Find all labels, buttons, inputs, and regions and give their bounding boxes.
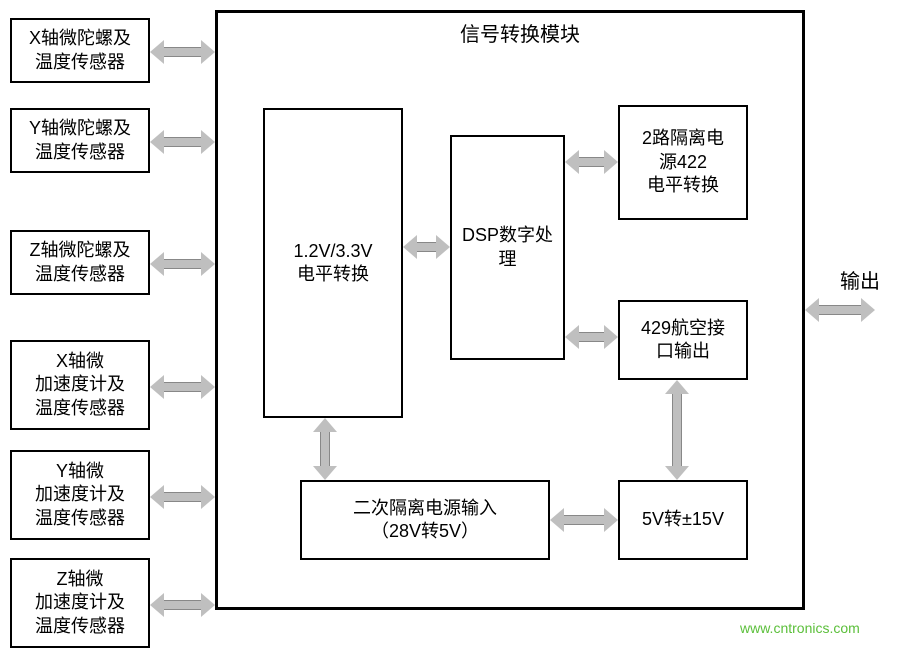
label: 429航空接 — [641, 318, 725, 338]
arrow-sensor-5 — [150, 593, 215, 617]
label: 加速度计及 — [35, 484, 125, 504]
arrow-sensor-2 — [150, 252, 215, 276]
block-iso-422: 2路隔离电源422 电平转换 — [618, 105, 748, 220]
sensor-y-gyro: Y轴微陀螺及温度传感器 — [10, 108, 150, 173]
block-5v-to-15v: 5V转±15V — [618, 480, 748, 560]
block-dsp: DSP数字处理 — [450, 135, 565, 360]
signal-module-diagram: X轴微陀螺及温度传感器 Y轴微陀螺及温度传感器 Z轴微陀螺及温度传感器 X轴微加… — [0, 0, 901, 655]
label: 温度传感器 — [35, 508, 125, 528]
watermark-text: www.cntronics.com — [740, 620, 860, 636]
output-label: 输出 — [835, 265, 885, 294]
label: 二次隔离电源输入 — [353, 498, 497, 518]
arrow-5v-to-429 — [665, 380, 689, 480]
label: 源422 — [659, 152, 707, 172]
label: 电平转换 — [297, 264, 369, 284]
label: 温度传感器 — [35, 142, 125, 162]
label: Z轴微 — [57, 569, 104, 589]
label: Y轴微陀螺及 — [29, 118, 131, 138]
label: 1.2V/3.3V — [293, 241, 372, 261]
label: 电平转换 — [647, 175, 719, 195]
arrow-sec-to-5v — [550, 508, 618, 532]
label: X轴微陀螺及 — [29, 28, 131, 48]
sensor-y-accel: Y轴微加速度计及温度传感器 — [10, 450, 150, 540]
label: 理 — [498, 249, 516, 269]
label: 温度传感器 — [35, 264, 125, 284]
label: 温度传感器 — [35, 52, 125, 72]
label: DSP数字处 — [462, 225, 553, 245]
arrow-dsp-to-422 — [565, 150, 618, 174]
arrow-sensor-0 — [150, 40, 215, 64]
sensor-z-gyro: Z轴微陀螺及温度传感器 — [10, 230, 150, 295]
arrow-module-to-output — [805, 298, 875, 322]
sensor-z-accel: Z轴微加速度计及温度传感器 — [10, 558, 150, 648]
arrow-sensor-3 — [150, 375, 215, 399]
label: Z轴微陀螺及 — [30, 240, 131, 260]
sensor-x-gyro: X轴微陀螺及温度传感器 — [10, 18, 150, 83]
arrow-dsp-to-429 — [565, 325, 618, 349]
arrow-level-to-dsp — [403, 235, 450, 259]
block-level-converter: 1.2V/3.3V 电平转换 — [263, 108, 403, 418]
label: （28V转5V） — [371, 521, 479, 541]
block-secondary-power: 二次隔离电源输入 （28V转5V） — [300, 480, 550, 560]
label: 2路隔离电 — [642, 128, 724, 148]
label: 口输出 — [656, 341, 710, 361]
label: 加速度计及 — [35, 374, 125, 394]
module-title: 信号转换模块 — [420, 18, 620, 47]
label: 加速度计及 — [35, 592, 125, 612]
arrow-sensor-4 — [150, 485, 215, 509]
block-429-output: 429航空接口输出 — [618, 300, 748, 380]
label: 温度传感器 — [35, 398, 125, 418]
label: 5V转±15V — [642, 509, 724, 529]
arrow-level-to-sec — [313, 418, 337, 480]
label: X轴微 — [56, 351, 104, 371]
label: Y轴微 — [56, 461, 104, 481]
label: 温度传感器 — [35, 616, 125, 636]
arrow-sensor-1 — [150, 130, 215, 154]
sensor-x-accel: X轴微加速度计及温度传感器 — [10, 340, 150, 430]
